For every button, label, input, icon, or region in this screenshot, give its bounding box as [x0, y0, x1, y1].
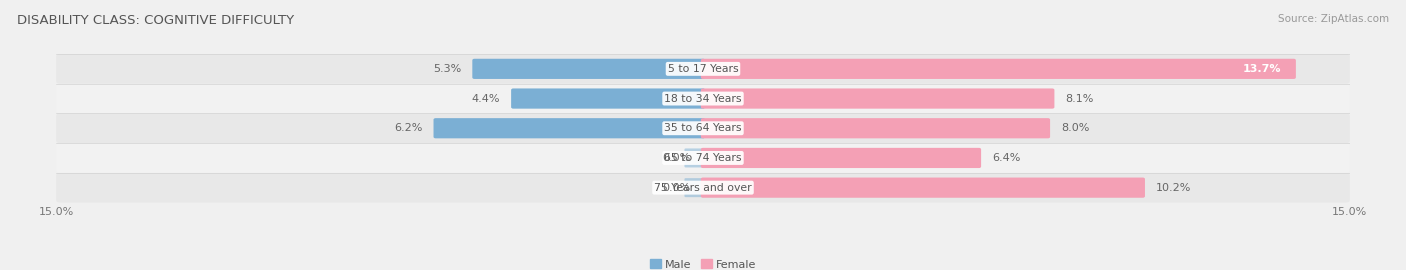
Text: 18 to 34 Years: 18 to 34 Years — [664, 93, 742, 104]
FancyBboxPatch shape — [472, 59, 706, 79]
Text: 5 to 17 Years: 5 to 17 Years — [668, 64, 738, 74]
FancyBboxPatch shape — [700, 59, 1296, 79]
Text: 0.0%: 0.0% — [662, 153, 690, 163]
FancyBboxPatch shape — [700, 89, 1054, 109]
FancyBboxPatch shape — [56, 143, 1350, 173]
Text: 65 to 74 Years: 65 to 74 Years — [664, 153, 742, 163]
Text: 13.7%: 13.7% — [1243, 64, 1281, 74]
FancyBboxPatch shape — [700, 178, 1144, 198]
FancyBboxPatch shape — [685, 148, 704, 167]
FancyBboxPatch shape — [56, 54, 1350, 84]
Text: 10.2%: 10.2% — [1156, 183, 1191, 193]
Text: 75 Years and over: 75 Years and over — [654, 183, 752, 193]
Text: 35 to 64 Years: 35 to 64 Years — [664, 123, 742, 133]
FancyBboxPatch shape — [685, 178, 704, 197]
FancyBboxPatch shape — [512, 89, 706, 109]
FancyBboxPatch shape — [56, 173, 1350, 202]
FancyBboxPatch shape — [700, 148, 981, 168]
Text: 8.0%: 8.0% — [1062, 123, 1090, 133]
Text: 4.4%: 4.4% — [472, 93, 501, 104]
Text: 8.1%: 8.1% — [1066, 93, 1094, 104]
Text: Source: ZipAtlas.com: Source: ZipAtlas.com — [1278, 14, 1389, 23]
Text: 6.2%: 6.2% — [394, 123, 423, 133]
Text: 6.4%: 6.4% — [991, 153, 1021, 163]
Text: DISABILITY CLASS: COGNITIVE DIFFICULTY: DISABILITY CLASS: COGNITIVE DIFFICULTY — [17, 14, 294, 26]
Text: 0.0%: 0.0% — [662, 183, 690, 193]
FancyBboxPatch shape — [433, 118, 706, 138]
Text: 5.3%: 5.3% — [433, 64, 461, 74]
FancyBboxPatch shape — [56, 113, 1350, 143]
FancyBboxPatch shape — [700, 118, 1050, 138]
Legend: Male, Female: Male, Female — [645, 255, 761, 270]
FancyBboxPatch shape — [56, 84, 1350, 113]
